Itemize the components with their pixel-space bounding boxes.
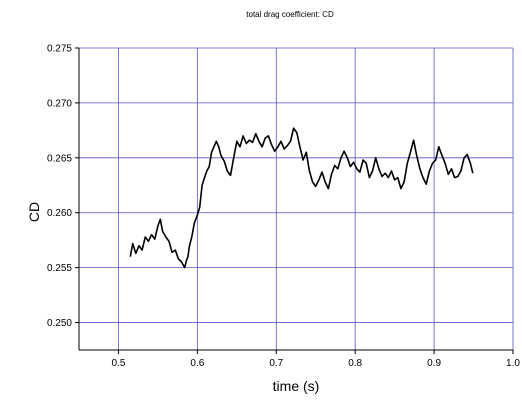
series-line	[129, 127, 474, 269]
x-tick-label: 0.8	[348, 358, 362, 369]
y-tick-label: 0.270	[47, 98, 72, 109]
y-tick-label: 0.265	[47, 153, 72, 164]
y-tick-label: 0.250	[47, 318, 72, 329]
x-axis-ticks: 0.5 0.6 0.7 0.8 0.9 1.0	[112, 350, 520, 369]
y-axis-label: CD	[26, 202, 42, 222]
x-tick-label: 1.0	[506, 358, 520, 369]
x-tick-label: 0.5	[112, 358, 126, 369]
x-tick-label: 0.6	[190, 358, 204, 369]
x-tick-label: 0.9	[427, 358, 441, 369]
y-axis-ticks: 0.250 0.255 0.260 0.265 0.270 0.275	[47, 44, 79, 329]
axes	[78, 48, 513, 351]
x-tick-label: 0.7	[269, 358, 283, 369]
series-group	[129, 127, 474, 269]
x-axis-label: time (s)	[273, 378, 320, 394]
y-tick-label: 0.255	[47, 263, 72, 274]
y-tick-label: 0.260	[47, 208, 72, 219]
y-tick-label: 0.275	[47, 44, 72, 55]
grid-lines	[79, 47, 514, 350]
chart-title: total drag coefficient: CD	[246, 10, 334, 19]
